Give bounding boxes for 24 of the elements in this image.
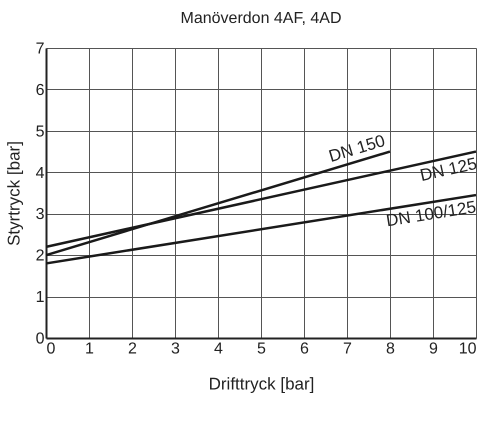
x-tick-label: 4: [214, 340, 224, 358]
y-tick-label: 6: [36, 82, 45, 99]
chart-title: Manöverdon 4AF, 4AD: [180, 10, 342, 27]
text: DN 125: [418, 154, 479, 185]
y-tick-label: 4: [36, 164, 45, 182]
x-tick-label: 6: [300, 340, 310, 358]
x-tick-label: 10: [458, 340, 477, 358]
x-tick-label: 9: [429, 340, 438, 358]
y-tick-label: 1: [36, 289, 45, 306]
y-tick-label: 7: [36, 40, 45, 58]
y-axis-title: Styrtryck [bar]: [4, 141, 24, 246]
x-tick-label: 8: [386, 340, 396, 358]
text: DN 100/125: [384, 197, 478, 230]
x-tick-label: 2: [128, 340, 138, 358]
x-tick-label: 1: [85, 340, 94, 358]
x-tick-label: 3: [171, 340, 180, 358]
x-tick-label: 7: [343, 340, 352, 358]
y-tick-label: 3: [36, 206, 45, 224]
x-axis-title: Drifttryck [bar]: [208, 374, 314, 394]
y-tick-label: 2: [36, 248, 45, 265]
y-tick-label: 5: [36, 123, 45, 140]
x-tick-label: 5: [257, 340, 266, 358]
x-tick-label: 0: [46, 340, 56, 358]
text: DN 150: [326, 131, 388, 166]
